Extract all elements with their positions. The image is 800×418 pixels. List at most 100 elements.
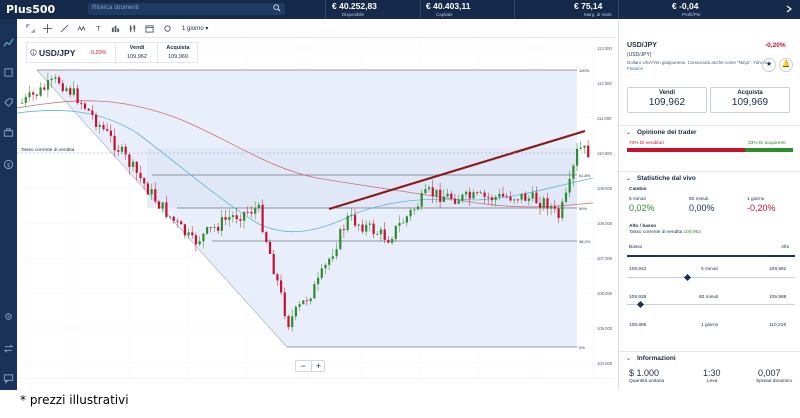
crosshair-icon[interactable] — [43, 24, 52, 33]
transfer-icon[interactable] — [3, 343, 14, 354]
y-tick-label: 109.000 — [597, 186, 613, 191]
dollar-icon[interactable]: $ — [3, 159, 14, 170]
search-icon — [273, 4, 281, 12]
sentiment-section-header[interactable]: ⌄ Opinione dei trader — [619, 125, 800, 139]
high-label: Alto — [781, 245, 790, 250]
candle-body — [468, 191, 471, 199]
settings-icon[interactable] — [3, 311, 14, 322]
zoom-in-button[interactable]: + — [311, 361, 325, 371]
stat-maintenance-margin: € 75,14 Marg. di mant. — [574, 1, 613, 17]
stat-equity: € 40.403,11 Capitale — [426, 1, 471, 17]
expand-icon[interactable] — [26, 24, 35, 33]
range-label: 5 minuti — [701, 267, 718, 272]
buy-price[interactable]: 109,969 — [168, 54, 188, 60]
candle-body — [339, 229, 342, 250]
price-chart[interactable]: 100% 61.8% 50% 38.2% 0% Tasso corrente di ve… — [17, 38, 615, 379]
candle-body — [132, 161, 135, 167]
buyers-bar — [745, 148, 793, 152]
buy-label[interactable]: Acquista — [166, 45, 190, 51]
briefcase-icon[interactable] — [3, 127, 14, 138]
y-tick-label: 112.000 — [597, 81, 612, 86]
fib-label: 0% — [579, 345, 585, 350]
instruments-icon[interactable] — [3, 67, 14, 78]
candle-body — [313, 284, 316, 299]
candle-body — [172, 216, 175, 221]
live-stats-section-header[interactable]: ⌄ Statistiche dal vivo — [619, 171, 800, 185]
candle-body — [235, 215, 238, 220]
candle-body — [139, 172, 142, 179]
info-section-header[interactable]: ⌄ Informazioni — [619, 351, 800, 365]
fib-label: 61.8% — [579, 173, 591, 178]
candle-body — [194, 235, 198, 245]
collapse-panel-icon[interactable] — [784, 4, 794, 14]
chevron-down-icon: ⌄ — [626, 356, 632, 362]
unit-quantity-value: $ 1.000 — [629, 368, 660, 378]
candle-body — [213, 226, 216, 228]
candle-body — [91, 110, 94, 115]
candle-body — [402, 222, 405, 224]
tag-icon[interactable] — [3, 97, 14, 108]
trend-line — [328, 129, 586, 211]
candle-body — [261, 204, 264, 233]
favorite-button[interactable]: ★ — [762, 58, 776, 72]
chart-toolbar: T 1 giorno ▾ — [17, 19, 615, 38]
chart-icon[interactable] — [3, 37, 14, 48]
source-link[interactable]: Yahoo! Finance — [627, 60, 767, 71]
candle-body — [420, 193, 423, 207]
draw-line-icon[interactable] — [60, 24, 69, 33]
candle-body — [465, 191, 468, 195]
calendar-icon[interactable] — [145, 24, 154, 33]
chat-icon[interactable] — [3, 373, 14, 384]
search-input[interactable]: Ricerca strumenti — [88, 3, 285, 15]
candle-body — [576, 148, 579, 166]
buyers-percent: 33% Di acquirenti — [748, 141, 786, 146]
candle-body — [150, 189, 153, 195]
candle-body — [206, 227, 209, 234]
svg-text:$: $ — [7, 163, 10, 169]
divider — [115, 43, 116, 62]
ma-line-fast — [17, 110, 594, 233]
logo: Plus500 — [6, 3, 56, 16]
wave-icon[interactable] — [77, 24, 86, 33]
indicators-icon[interactable] — [111, 24, 120, 33]
candle-body — [302, 300, 305, 305]
candle-body — [135, 161, 138, 173]
sell-button[interactable]: Vendi 109,962 — [627, 87, 707, 113]
candle-body — [502, 193, 505, 197]
candle-body — [280, 280, 283, 293]
candle-body — [513, 199, 516, 201]
alert-button[interactable]: 🔔 — [779, 58, 793, 72]
candle-body — [80, 102, 83, 104]
y-axis: 113.000 112.000 111.000 110.000 109.000 108.0… — [597, 46, 613, 366]
moving-averages — [17, 100, 594, 233]
candle-body — [220, 217, 223, 231]
panel-subtitle: (USD/JPY) — [627, 52, 652, 58]
candle-body — [520, 193, 523, 200]
zoom-out-button[interactable]: − — [300, 361, 306, 371]
info-icon[interactable] — [30, 49, 37, 56]
leverage-label: Leva — [707, 379, 718, 384]
range-high: 109,988 — [769, 295, 787, 300]
candle-body — [283, 292, 286, 317]
candle-body — [250, 212, 253, 214]
candle-body — [50, 78, 53, 81]
candle-body — [35, 94, 38, 96]
text-tool-icon[interactable]: T — [94, 24, 103, 33]
candle-body — [439, 189, 442, 202]
candle-body — [539, 203, 542, 208]
buy-button[interactable]: Acquista 109,969 — [710, 87, 790, 113]
candle-body — [198, 241, 201, 245]
sell-price[interactable]: 109,962 — [127, 54, 147, 60]
sell-label[interactable]: Vendi — [129, 45, 145, 51]
candle-body — [191, 232, 194, 236]
candle-body — [413, 209, 416, 211]
left-sidebar: $ — [0, 19, 17, 390]
candles-icon[interactable] — [128, 24, 137, 33]
candle-body — [46, 80, 50, 90]
divider — [325, 0, 326, 19]
candle-body — [246, 211, 249, 213]
divider — [420, 0, 421, 19]
range-bar — [627, 255, 795, 257]
settings-icon[interactable] — [163, 24, 172, 33]
timeframe-dropdown[interactable]: 1 giorno ▾ — [182, 26, 209, 32]
